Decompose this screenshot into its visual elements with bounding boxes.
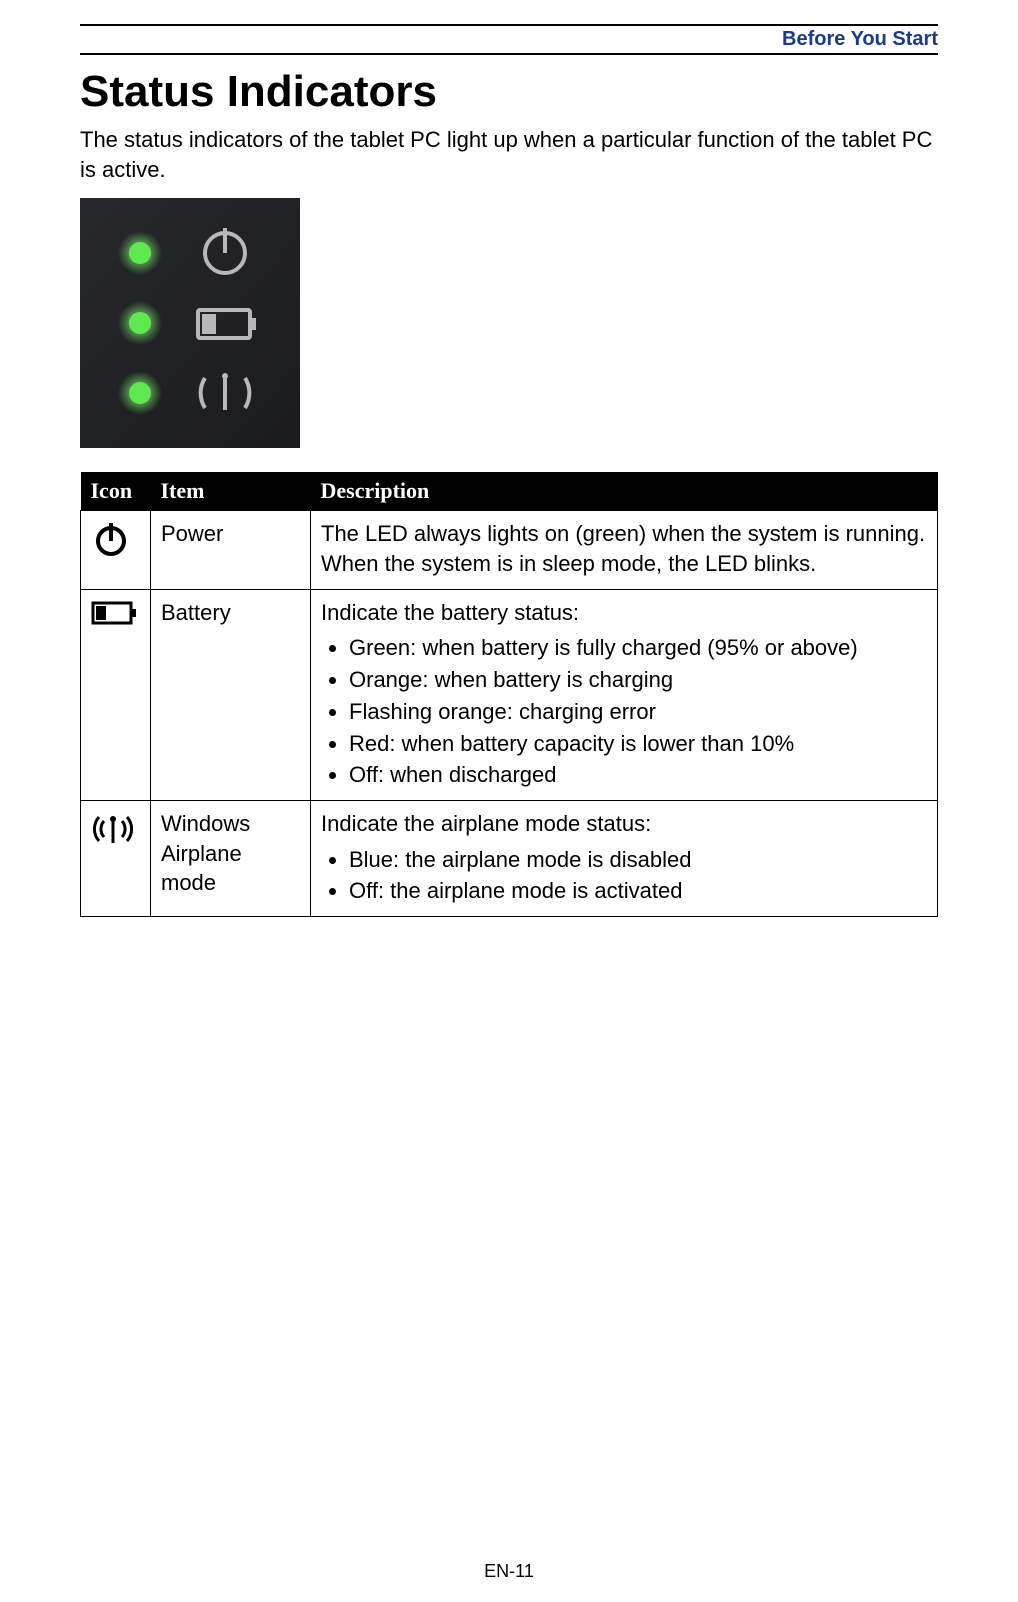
- table-row: Power The LED always lights on (green) w…: [81, 511, 938, 589]
- table-row: Battery Indicate the battery status: Gre…: [81, 589, 938, 800]
- list-item: Flashing orange: charging error: [349, 697, 927, 727]
- list-item: Orange: when battery is charging: [349, 665, 927, 695]
- description-list: Blue: the airplane mode is disabled Off:…: [321, 845, 927, 906]
- power-icon: [81, 511, 151, 589]
- item-name: Battery: [151, 589, 311, 800]
- description-text: The LED always lights on (green) when th…: [321, 519, 927, 578]
- list-item: Off: the airplane mode is activated: [349, 876, 927, 906]
- col-icon: Icon: [81, 472, 151, 511]
- list-item: Blue: the airplane mode is disabled: [349, 845, 927, 875]
- table-row: Windows Airplane mode Indicate the airpl…: [81, 800, 938, 916]
- section-header: Before You Start: [80, 26, 938, 55]
- list-item: Green: when battery is fully charged (95…: [349, 633, 927, 663]
- item-name: Power: [151, 511, 311, 589]
- intro-text: The status indicators of the tablet PC l…: [80, 125, 938, 184]
- item-description: The LED always lights on (green) when th…: [311, 511, 938, 589]
- item-name: Windows Airplane mode: [151, 800, 311, 916]
- list-item: Off: when discharged: [349, 760, 927, 790]
- item-description: Indicate the battery status: Green: when…: [311, 589, 938, 800]
- battery-icon: [81, 589, 151, 800]
- list-item: Red: when battery capacity is lower than…: [349, 729, 927, 759]
- description-list: Green: when battery is fully charged (95…: [321, 633, 927, 789]
- wireless-icon: [81, 800, 151, 916]
- status-table: Icon Item Description Power The LED alwa…: [80, 472, 938, 917]
- description-text: Indicate the battery status:: [321, 598, 927, 628]
- col-item: Item: [151, 472, 311, 511]
- description-text: Indicate the airplane mode status:: [321, 809, 927, 839]
- item-description: Indicate the airplane mode status: Blue:…: [311, 800, 938, 916]
- col-description: Description: [311, 472, 938, 511]
- page-number: EN-11: [0, 1561, 1018, 1582]
- table-header-row: Icon Item Description: [81, 472, 938, 511]
- page-title: Status Indicators: [80, 67, 938, 117]
- device-photo: [80, 198, 938, 448]
